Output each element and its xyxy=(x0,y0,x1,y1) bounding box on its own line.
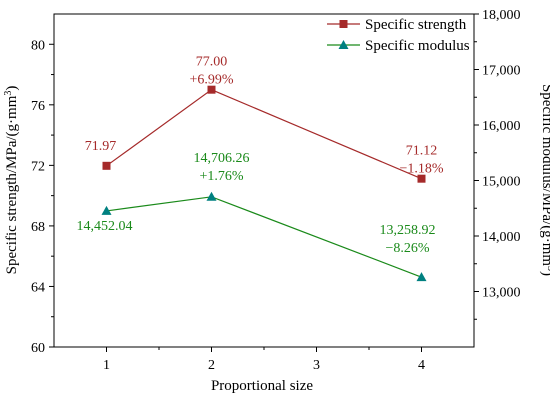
y-right-tick-label: 18,000 xyxy=(482,8,521,23)
data-point-triangle xyxy=(206,191,217,201)
data-label: −8.26% xyxy=(385,241,429,256)
data-point-triangle xyxy=(101,205,112,215)
y-right-tick-label: 14,000 xyxy=(482,230,521,245)
legend-marker-square xyxy=(339,20,348,28)
x-tick-label: 4 xyxy=(418,358,425,373)
plot-frame xyxy=(53,13,475,348)
y-right-tick-label: 15,000 xyxy=(482,175,521,190)
data-label: +6.99% xyxy=(189,73,233,88)
data-label: 14,452.04 xyxy=(77,219,133,234)
data-label: 13,258.92 xyxy=(380,223,436,238)
y-left-tick-label: 64 xyxy=(31,280,45,295)
data-point-square xyxy=(417,174,426,183)
data-label: 14,706.26 xyxy=(194,151,250,166)
legend-label: Specific modulus xyxy=(365,38,470,54)
x-tick-label: 1 xyxy=(103,358,110,373)
x-axis-label: Proportional size xyxy=(211,378,313,394)
data-labels: 71.97 77.00 +6.99% 71.12 −1.18% 14,452.04 14,7… xyxy=(77,55,444,256)
data-label: +1.76% xyxy=(199,169,243,184)
y-left-tick-label: 72 xyxy=(31,159,45,174)
legend-marker-triangle xyxy=(338,40,349,49)
y-left-tick-label: 60 xyxy=(31,341,45,356)
data-label: −1.18% xyxy=(399,162,443,177)
data-point-square xyxy=(207,85,216,94)
y-left-tick-label: 68 xyxy=(31,220,45,235)
axes: 1 2 3 4 60 64 68 72 76 80 13,000 14,000 15,000 16,000… xyxy=(31,8,521,373)
data-point-square xyxy=(102,161,111,170)
legend-label: Specific strength xyxy=(365,17,467,33)
data-label: 71.12 xyxy=(406,144,438,159)
data-label: 77.00 xyxy=(196,55,228,70)
y-left-tick-label: 80 xyxy=(31,38,45,53)
y-axis-left-label: Specific strength/MPa/(g·mm3) xyxy=(3,86,21,275)
x-tick-label: 2 xyxy=(208,358,215,373)
data-point-triangle xyxy=(416,272,427,282)
series-layer xyxy=(101,85,427,282)
series-line-0 xyxy=(106,88,422,180)
y-right-tick-label: 17,000 xyxy=(482,64,521,79)
y-axis-right-label: Specific modulus/MPa/(g·mm3) xyxy=(539,84,550,276)
x-tick-label: 3 xyxy=(313,358,320,373)
legend: Specific strength Specific modulus xyxy=(327,17,470,54)
y-left-tick-label: 76 xyxy=(31,99,45,114)
series-line-1 xyxy=(106,196,422,278)
y-right-tick-label: 16,000 xyxy=(482,119,521,134)
y-right-tick-label: 13,000 xyxy=(482,286,521,301)
data-label: 71.97 xyxy=(85,139,117,154)
